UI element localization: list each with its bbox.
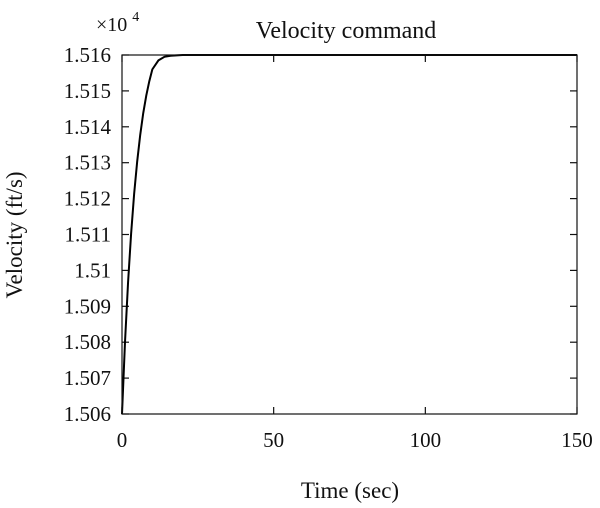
x-tick-label: 100 [410,428,442,452]
x-axis-label: Time (sec) [301,478,399,503]
y-tick-label: 1.507 [64,366,111,390]
x-tick-label: 50 [263,428,284,452]
chart-title: Velocity command [256,18,437,44]
y-tick-label: 1.515 [64,79,111,103]
y-tick-label: 1.512 [64,187,111,211]
y-tick-label: 1.506 [64,402,111,426]
y-tick-label: 1.51 [74,258,111,282]
x-tick-label: 0 [117,428,128,452]
velocity-series-line [121,54,577,415]
plot-frame [121,54,578,415]
y-multiplier: ×10 4 [96,10,139,36]
y-tick-label: 1.516 [64,43,111,67]
y-multiplier-exponent: 4 [132,10,139,25]
y-tick-label: 1.513 [64,151,111,175]
y-axis-label: Velocity (ft/s) [2,171,27,298]
y-tick-label: 1.511 [65,223,111,247]
y-multiplier-base: ×10 [96,14,127,36]
y-tick-label: 1.514 [64,115,112,139]
x-tick-label: 150 [561,428,593,452]
y-tick-label: 1.509 [64,294,111,318]
axis-ticks: 0 50 100 150 1.506 1.507 1.508 1.509 1.51 1.511 1.… [64,43,593,452]
y-tick-label: 1.508 [64,330,111,354]
